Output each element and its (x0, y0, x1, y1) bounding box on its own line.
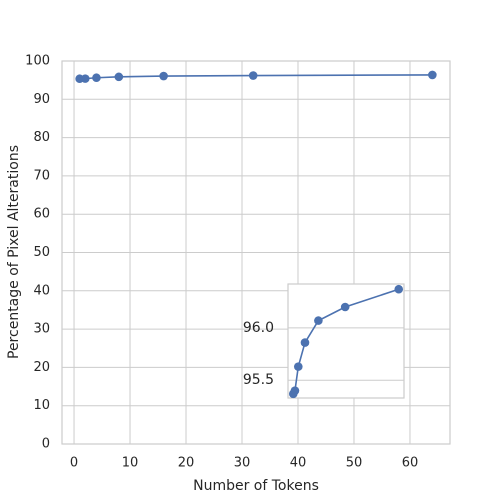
plot-frame (61, 60, 451, 445)
data-point (428, 70, 437, 80)
y-tick-label: 70 (33, 168, 50, 183)
x-axis-label: Number of Tokens (193, 478, 319, 494)
x-tick-label: 50 (346, 456, 363, 471)
data-point (92, 73, 101, 83)
y-tick-label: 100 (25, 54, 50, 69)
data-point (114, 72, 124, 82)
data-point (290, 386, 300, 395)
y-tick-label: 0 (42, 437, 50, 452)
y-axis-label: Percentage of Pixel Alterations (6, 145, 22, 359)
y-tick-label: 80 (33, 130, 50, 145)
data-point (248, 71, 258, 80)
y-tick-label: 20 (33, 360, 50, 375)
y-tick-label: 95.5 (243, 372, 274, 388)
data-point (340, 302, 350, 312)
x-tick-label: 60 (402, 456, 419, 471)
x-tick-label: 30 (234, 456, 251, 471)
x-tick-label: 0 (70, 456, 78, 471)
y-tick-label: 50 (33, 245, 50, 260)
y-tick-label: 10 (33, 398, 50, 413)
y-tick-label: 30 (33, 322, 50, 337)
data-point (80, 74, 90, 83)
y-tick-label: 90 (33, 92, 50, 107)
x-tick-label: 20 (178, 456, 195, 471)
data-point (293, 362, 303, 371)
y-tick-label: 96.0 (243, 320, 274, 336)
data-point (394, 284, 404, 294)
data-point (300, 338, 310, 347)
data-point (314, 316, 323, 325)
x-tick-label: 40 (290, 456, 307, 471)
y-tick-label: 40 (33, 283, 50, 298)
x-tick-label: 10 (122, 456, 139, 471)
y-tick-label: 60 (33, 207, 50, 222)
plot-frame (287, 283, 405, 399)
data-point (159, 71, 168, 81)
